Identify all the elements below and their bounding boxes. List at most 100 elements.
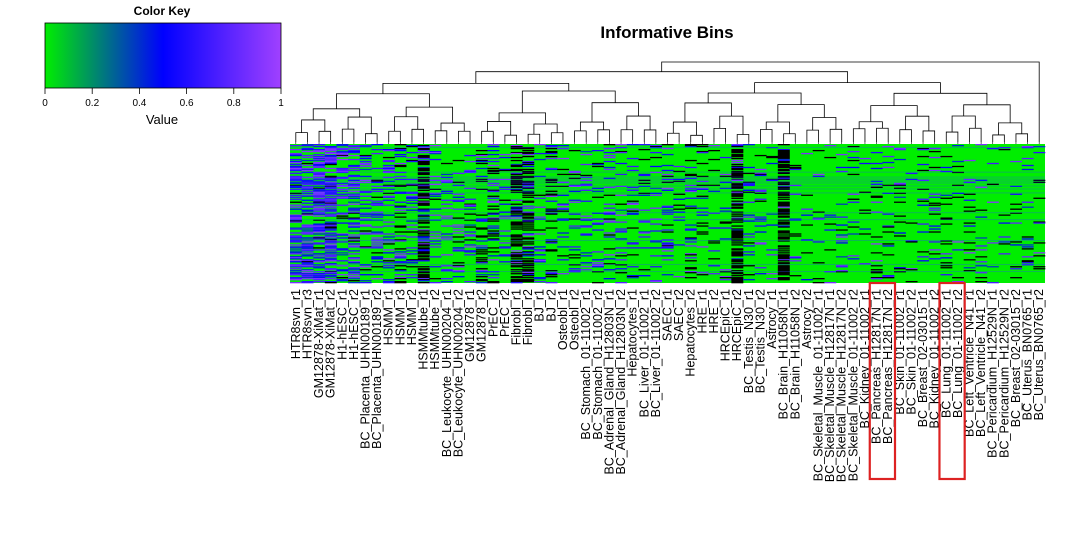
heatmap-cell — [510, 172, 523, 175]
heatmap-cell-missing — [394, 164, 407, 167]
heatmap-cell — [441, 181, 453, 184]
heatmap-cell — [1021, 168, 1034, 171]
heatmap-cell — [731, 161, 744, 164]
heatmap-cell — [441, 238, 453, 240]
heatmap-cell-missing — [510, 221, 523, 223]
heatmap-cell — [626, 202, 639, 204]
heatmap-cell-missing — [777, 226, 790, 228]
heatmap-cell-missing — [766, 156, 779, 159]
heatmap-cell — [290, 177, 302, 180]
heatmap-cell — [417, 146, 430, 149]
heatmap-cell-missing — [429, 188, 442, 190]
heatmap-cell — [894, 196, 906, 198]
heatmap-cell-missing — [731, 270, 744, 272]
heatmap-cell — [348, 147, 360, 150]
heatmap-cell — [533, 259, 546, 261]
heatmap-cell — [580, 150, 593, 153]
column-label: BC_Pancreas_H12817N_r2 — [881, 289, 895, 444]
heatmap-cell — [324, 252, 337, 254]
heatmap-cell-missing — [917, 147, 930, 150]
heatmap-cell-missing — [661, 224, 674, 226]
heatmap-cell — [545, 242, 558, 244]
heatmap-cell — [696, 211, 709, 213]
heatmap-cell-missing — [417, 269, 430, 271]
column-label: BC_Uterus_BN0765_r2 — [1032, 289, 1046, 420]
heatmap-cell-missing — [626, 200, 639, 202]
heatmap-cell — [475, 167, 488, 170]
heatmap-cell-missing — [894, 201, 906, 203]
heatmap-cell — [580, 225, 593, 227]
heatmap-cell — [313, 149, 326, 152]
dendrogram-branch — [341, 128, 355, 142]
heatmap-cell-missing — [777, 169, 790, 172]
heatmap-cell-missing — [777, 219, 790, 221]
heatmap-cell-missing — [510, 261, 523, 263]
heatmap-cell — [499, 254, 511, 256]
heatmap-cell — [290, 277, 302, 279]
heatmap-cell — [650, 230, 662, 232]
heatmap-cell — [336, 182, 349, 185]
heatmap-cell — [638, 185, 651, 187]
heatmap-cell-missing — [522, 200, 535, 202]
heatmap-cell — [592, 264, 604, 266]
heatmap-cell — [545, 239, 558, 241]
heatmap-cell-missing — [592, 196, 604, 198]
heatmap-cell — [441, 190, 453, 192]
heatmap-cell-missing — [952, 277, 964, 279]
heatmap-cell-missing — [917, 251, 930, 253]
heatmap-cell — [510, 208, 523, 210]
heatmap-cell — [487, 149, 500, 152]
heatmap-cell — [429, 208, 442, 210]
heatmap-cell — [313, 191, 326, 193]
heatmap-cell — [882, 276, 895, 278]
heatmap-cell-missing — [708, 158, 721, 161]
heatmap-cell — [301, 171, 314, 174]
heatmap-cell-missing — [348, 240, 360, 242]
heatmap-cell — [743, 279, 755, 281]
dendrogram-branch — [394, 116, 419, 132]
heatmap-cell — [313, 164, 326, 167]
heatmap-cell-missing — [336, 215, 349, 217]
heatmap-cell — [475, 270, 488, 272]
heatmap-cell — [928, 225, 941, 227]
heatmap-cell — [324, 222, 337, 224]
heatmap-cell — [313, 162, 326, 165]
heatmap-cell-missing — [371, 252, 384, 254]
heatmap-cell — [975, 261, 988, 263]
heatmap-cell — [324, 242, 337, 244]
heatmap-cell — [348, 277, 360, 279]
heatmap-cell — [533, 281, 546, 283]
heatmap-cell-missing — [290, 192, 302, 194]
heatmap-cell — [301, 195, 314, 197]
heatmap-cell — [301, 275, 314, 277]
heatmap-cell-missing — [847, 173, 860, 176]
heatmap-cell-missing — [417, 233, 430, 235]
heatmap-cell — [928, 241, 941, 243]
heatmap-cell-missing — [510, 276, 523, 278]
heatmap-cell-missing — [417, 276, 430, 278]
heatmap-cell-missing — [638, 192, 651, 194]
heatmap-cell-missing — [777, 156, 790, 159]
column-label: BC_Skeletal_Muscle_01-11002_r1 — [812, 289, 826, 481]
heatmap-cell-missing — [928, 166, 941, 169]
heatmap-cell — [603, 160, 616, 163]
heatmap-cell-missing — [545, 150, 558, 153]
heatmap-cell-missing — [777, 160, 790, 163]
column-dendrogram — [295, 61, 1040, 144]
heatmap-cell-missing — [731, 148, 744, 151]
heatmap-cell-missing — [731, 150, 744, 153]
heatmap-cell-missing — [417, 160, 430, 163]
heatmap-cell — [324, 191, 337, 193]
heatmap-cell — [719, 269, 732, 271]
column-label: BC_Breast_02-03015_r1 — [916, 289, 930, 427]
heatmap-cell — [835, 270, 848, 272]
heatmap-cell — [301, 245, 314, 247]
heatmap-cell-missing — [510, 222, 523, 224]
heatmap-cell — [417, 243, 430, 245]
heatmap-cell — [441, 270, 453, 272]
column-label: HSMM_r2 — [405, 289, 419, 345]
heatmap-cell-missing — [777, 246, 790, 248]
heatmap-cell — [499, 178, 511, 181]
heatmap-cell-missing — [731, 234, 744, 236]
